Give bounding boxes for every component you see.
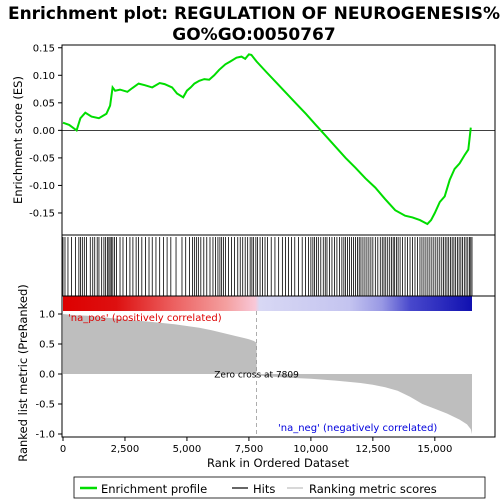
es-y-axis: -0.15 -0.10 -0.05 0.00 0.05 0.10 0.15: [29, 43, 62, 219]
metric-y-tick-label: 0.5: [39, 340, 55, 351]
legend: Enrichment profile Hits Ranking metric s…: [73, 476, 486, 499]
legend-frame: [73, 476, 486, 499]
x-axis: 0 2,500 5,000 7,500 10,000 12,500 15,000: [60, 437, 452, 455]
es-y-tick-label: -0.10: [29, 181, 55, 192]
es-y-tick-label: 0.05: [33, 98, 55, 109]
metric-y-label: Ranked list metric (PreRanked): [16, 284, 30, 462]
metric-y-axis: -1.0 -0.5 0.0 0.5 1.0: [35, 310, 62, 441]
legend-hits-label: Hits: [253, 482, 275, 496]
neg-correlated-label: 'na_neg' (negatively correlated): [278, 423, 437, 434]
es-profile-line: [62, 53, 472, 226]
x-axis-label: Rank in Ordered Dataset: [207, 456, 350, 470]
zero-cross-label: Zero cross at 7809: [214, 371, 299, 381]
es-y-tick-label: 0.10: [33, 71, 55, 82]
rank-color-bar: [63, 296, 472, 311]
chart-title-line-1: Enrichment plot: REGULATION OF NEUROGENE…: [8, 4, 500, 24]
metric-panel-frame: [61, 295, 496, 438]
hits-marks: [62, 237, 473, 296]
metric-y-tick-label: -0.5: [35, 400, 55, 411]
legend-metric-label: Ranking metric scores: [309, 482, 437, 496]
metric-y-tick-label: 0.0: [39, 370, 55, 381]
legend-enrichment-label: Enrichment profile: [101, 482, 207, 496]
es-y-tick-label: -0.15: [29, 208, 55, 219]
x-tick-label: 15,000: [417, 444, 452, 455]
es-y-tick-label: 0.00: [33, 126, 55, 137]
es-y-label: Enrichment score (ES): [11, 76, 25, 204]
es-y-tick-label: -0.05: [29, 153, 55, 164]
metric-y-tick-label: 1.0: [39, 310, 55, 321]
es-panel-frame: [61, 44, 496, 236]
ranked-metric-area: [63, 314, 472, 434]
x-tick-label: 10,000: [293, 444, 328, 455]
es-y-tick-label: 0.15: [33, 43, 55, 54]
x-tick-label: 12,500: [355, 444, 390, 455]
metric-y-tick-label: -1.0: [35, 430, 55, 441]
x-tick-label: 7,500: [235, 444, 264, 455]
pos-correlated-label: 'na_pos' (positively correlated): [68, 313, 222, 324]
rank-color-bar-tail: [472, 296, 494, 311]
x-tick-label: 2,500: [111, 444, 140, 455]
x-tick-label: 0: [60, 444, 66, 455]
chart-title-line-2: GO%GO:0050767: [172, 25, 335, 45]
x-tick-label: 5,000: [173, 444, 202, 455]
